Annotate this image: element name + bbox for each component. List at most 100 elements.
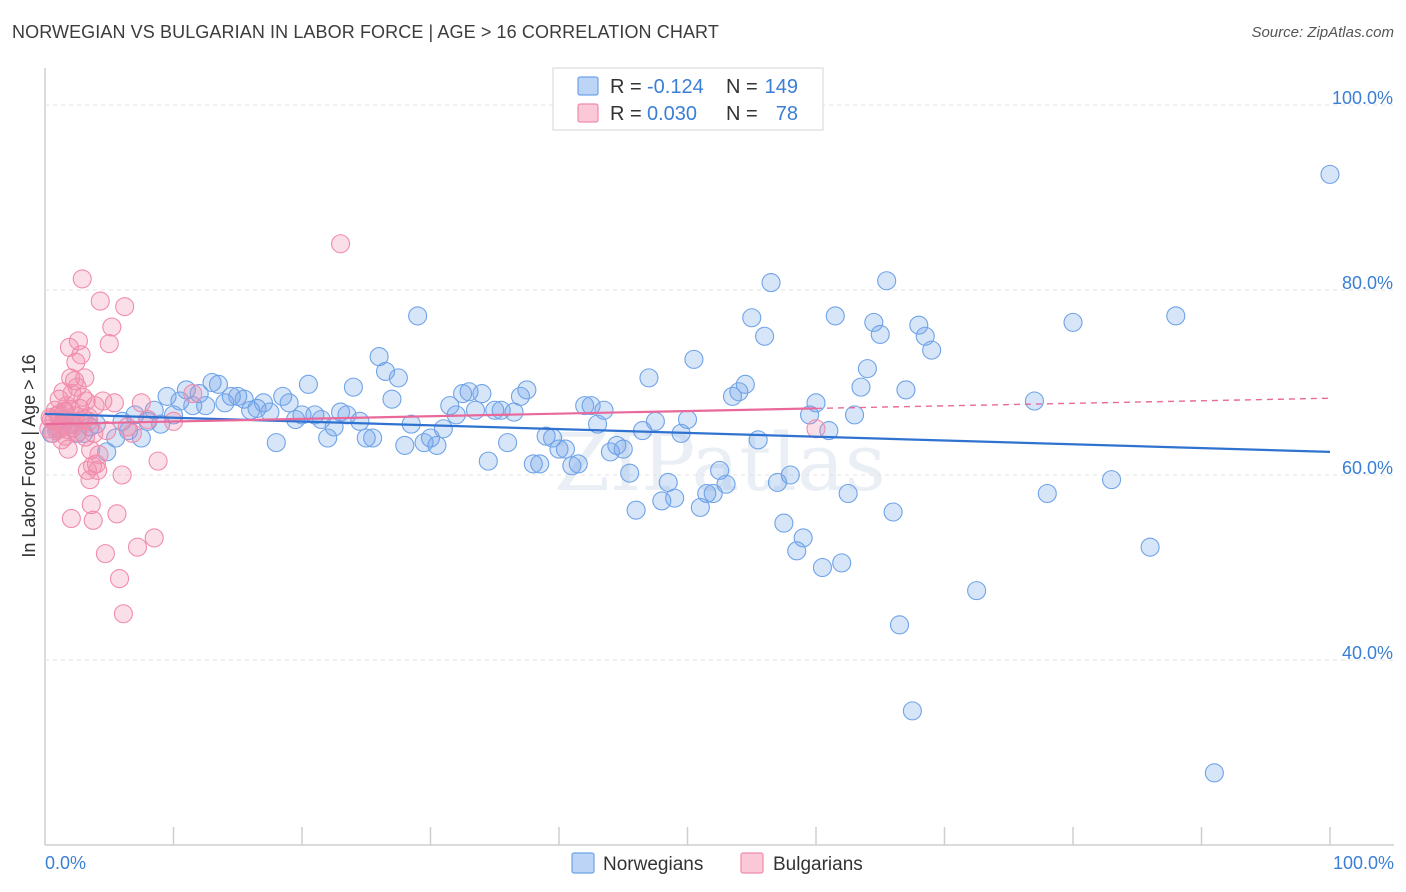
norwegian-point-85	[594, 400, 614, 420]
norwegian-point-134	[909, 315, 929, 335]
norwegian-point-22	[189, 384, 209, 404]
norwegian-point-118	[806, 393, 826, 413]
y-axis-tick-labels: 40.0% 60.0% 80.0% 100.0%	[1332, 88, 1393, 663]
bulgarian-point-77	[61, 508, 81, 529]
norwegian-point-99	[684, 349, 704, 369]
norwegian-point-49	[363, 428, 383, 448]
norwegian-point-58	[420, 428, 441, 448]
bulgarian-point-23	[72, 269, 92, 289]
norwegian-point-116	[793, 528, 813, 548]
series-legend: Norwegians Bulgarians	[571, 852, 863, 875]
norwegian-point-78	[549, 439, 569, 459]
norwegian-point-90	[626, 500, 646, 520]
norwegian-point-136	[922, 340, 942, 360]
bulgarian-point-47	[113, 604, 133, 624]
norwegian-point-96	[665, 488, 685, 508]
norwegian-point-127	[864, 312, 884, 332]
norwegian-point-124	[844, 405, 865, 425]
norwegian-point-144	[1204, 763, 1224, 783]
norwegian-point-93	[645, 411, 665, 431]
norwegian-point-135	[915, 326, 935, 346]
norwegian-point-125	[851, 377, 871, 397]
x-tick-label-start: 0.0%	[45, 853, 86, 873]
norwegian-point-82	[575, 396, 595, 416]
bulgarian-point-37	[90, 291, 110, 311]
norwegian-point-47	[350, 411, 370, 431]
x-tick-label-end: 100.0%	[1333, 853, 1394, 873]
norwegian-point-140	[1063, 312, 1083, 332]
bulgarian-point-48	[115, 297, 135, 317]
norwegian-point-129	[877, 271, 897, 291]
norwegian-point-107	[735, 374, 755, 394]
norwegian-point-102	[703, 483, 723, 504]
norwegian-point-143	[1166, 306, 1186, 326]
norwegian-point-83	[581, 396, 601, 416]
norwegian-point-113	[774, 513, 794, 533]
norwegian-point-75	[530, 454, 550, 474]
bulgarian-point-25	[75, 368, 95, 388]
norwegian-point-56	[408, 306, 428, 326]
norwegian-point-17	[157, 386, 177, 406]
norwegian-point-111	[761, 273, 781, 293]
norwegian-point-48	[356, 428, 376, 448]
y-tick-label-40: 40.0%	[1342, 643, 1393, 663]
y-tick-label-100: 100.0%	[1332, 88, 1393, 108]
legend-r-value-0: -0.124	[647, 76, 704, 98]
norwegian-point-98	[677, 409, 698, 430]
norwegian-point-80	[562, 456, 582, 476]
norwegian-point-104	[716, 474, 736, 494]
legend-r-label-1: R =	[610, 103, 642, 125]
norwegian-point-53	[388, 368, 408, 388]
bulgarian-point-53	[138, 409, 158, 430]
bulgarian-point-59	[806, 419, 826, 439]
norwegian-point-25	[208, 374, 229, 394]
norwegians-points	[41, 164, 1340, 783]
norwegian-point-137	[967, 581, 987, 601]
norwegian-point-108	[742, 308, 762, 328]
norwegian-point-36	[279, 393, 299, 413]
bulgarians-trend-line	[44, 407, 817, 426]
norwegian-point-29	[234, 389, 254, 409]
bulgarian-point-41	[99, 334, 119, 354]
bottom-legend-label-bulgarians: Bulgarians	[773, 854, 863, 875]
norwegian-point-145	[1320, 164, 1340, 184]
norwegian-point-32	[253, 393, 274, 413]
bulgarian-point-20	[68, 331, 88, 351]
bulgarians-trend-extension	[815, 397, 1331, 410]
bulgarian-point-50	[122, 423, 142, 443]
y-tick-label-60: 60.0%	[1342, 458, 1393, 478]
norwegian-point-121	[825, 306, 845, 326]
bulgarian-point-7	[52, 430, 72, 450]
norwegian-point-133	[902, 701, 922, 721]
bulgarian-point-22	[71, 345, 91, 365]
norwegian-point-24	[202, 372, 222, 393]
norwegian-point-54	[395, 435, 415, 455]
bulgarian-point-58	[330, 234, 351, 254]
norwegian-point-89	[620, 463, 640, 483]
norwegian-point-67	[478, 451, 498, 471]
norwegian-point-142	[1140, 537, 1160, 557]
bulgarian-point-54	[144, 528, 164, 548]
bulgarian-point-30	[81, 495, 101, 515]
norwegian-point-63	[453, 384, 473, 404]
bulgarian-point-12	[58, 439, 78, 459]
norwegian-point-76	[536, 426, 556, 446]
legend-n-value-0: 149	[765, 76, 798, 98]
norwegian-point-130	[883, 502, 903, 522]
norwegian-point-101	[697, 483, 717, 504]
norwegian-point-92	[639, 368, 659, 388]
bulgarian-point-76	[83, 510, 103, 530]
norwegian-point-34	[266, 433, 286, 453]
legend-r-label-0: R =	[610, 76, 642, 98]
norwegian-point-126	[857, 359, 877, 379]
legend-n-label-1: N =	[726, 103, 758, 125]
legend-swatch-norwegians	[577, 76, 599, 96]
legend-swatch-bulgarians	[577, 103, 599, 123]
norwegian-point-141	[1102, 470, 1122, 490]
norwegian-point-74	[523, 454, 543, 474]
norwegian-point-70	[498, 433, 518, 453]
norwegian-point-23	[196, 396, 216, 416]
norwegian-point-13	[131, 428, 151, 448]
norwegian-point-84	[587, 414, 608, 434]
bulgarian-point-75	[81, 440, 101, 460]
